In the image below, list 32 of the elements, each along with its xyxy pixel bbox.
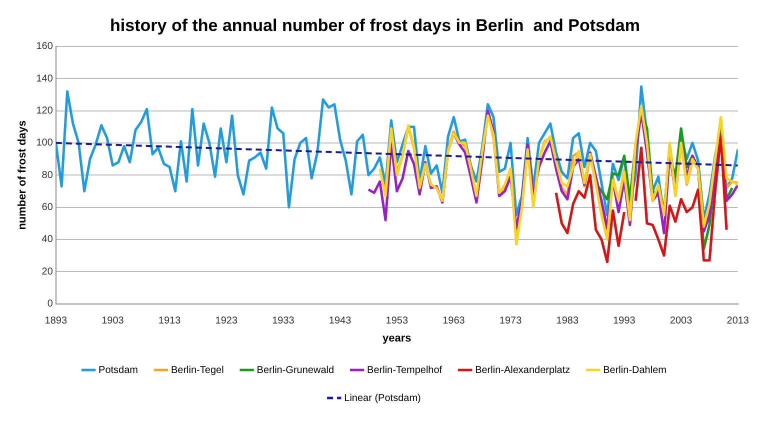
x-tick-label: 1973 [499, 316, 522, 327]
legend-label: Berlin-Tempelhof [367, 364, 442, 376]
legend-label: Berlin-Tegel [170, 364, 224, 376]
x-tick-label: 1953 [386, 316, 408, 327]
legend-label: Berlin-Grunewald [256, 364, 334, 376]
y-tick-label: 40 [42, 234, 54, 246]
x-tick-label: 1943 [328, 316, 352, 327]
y-tick-label: 140 [36, 73, 54, 84]
x-tick-label: 1893 [44, 316, 68, 327]
legend-label: Linear (Potsdam) [344, 392, 421, 404]
x-tick-label: 1903 [102, 316, 124, 327]
y-tick-label: 120 [36, 106, 54, 116]
x-tick-label: 1923 [215, 316, 238, 327]
y-tick-label: 100 [36, 138, 54, 149]
legend-label: Potsdam [98, 364, 138, 376]
x-tick-label: 1993 [613, 316, 636, 327]
x-tick-label: 1963 [442, 316, 466, 327]
y-tick-label: 80 [42, 170, 54, 181]
chart-title: history of the annual number of frost days in Berlin and Potsdam [110, 16, 640, 35]
y-tick-label: 20 [42, 266, 54, 278]
x-tick-label: 2013 [726, 316, 750, 327]
legend-label: Berlin-Dahlem [603, 364, 666, 376]
y-tick-label: 0 [47, 298, 54, 310]
x-tick-label: 2003 [670, 316, 693, 327]
legend-label: Berlin-Alexanderplatz [475, 364, 570, 376]
x-tick-label: 1983 [556, 316, 579, 327]
y-tick-label: 60 [42, 202, 54, 214]
x-axis-title: years [382, 332, 412, 344]
x-tick-label: 1933 [272, 316, 295, 327]
y-tick-label: 160 [36, 41, 54, 52]
y-axis-title: number of frost days [16, 120, 29, 230]
x-tick-label: 1913 [158, 316, 182, 327]
